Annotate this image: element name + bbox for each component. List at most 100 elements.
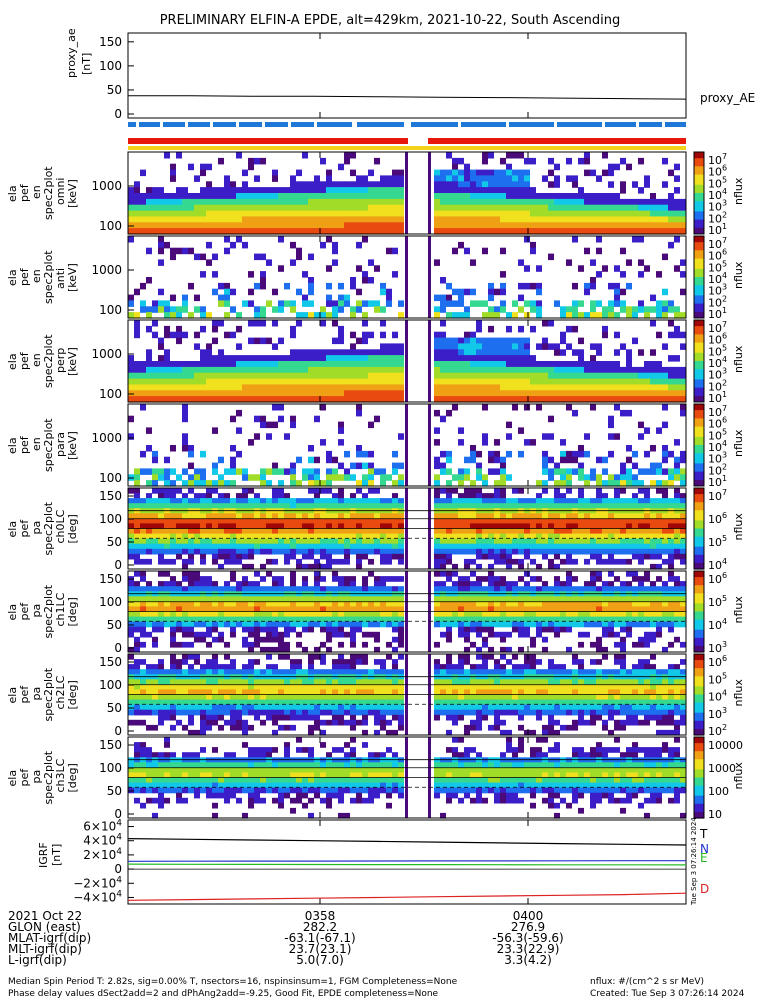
spectrogram-cell bbox=[308, 288, 314, 296]
spectrogram-cell bbox=[182, 222, 188, 229]
spectrogram-cell bbox=[356, 361, 362, 368]
spectrogram-cell bbox=[272, 228, 278, 235]
spectrogram-cell bbox=[680, 456, 686, 464]
spectrogram-cell bbox=[620, 480, 626, 487]
spectrogram-cell bbox=[200, 709, 206, 716]
spectrogram-cell bbox=[392, 626, 398, 633]
spectrogram-cell bbox=[164, 366, 170, 374]
spectrogram-cell bbox=[530, 601, 536, 608]
spectrogram-cell bbox=[548, 513, 554, 519]
spectrogram-cell bbox=[170, 498, 176, 504]
spectrogram-cell bbox=[446, 450, 452, 458]
spectrogram-cell bbox=[290, 228, 296, 235]
spectrogram-cell bbox=[320, 626, 326, 633]
spectrogram-cell bbox=[152, 586, 158, 592]
spectrogram-cell bbox=[482, 228, 488, 235]
spectrogram-cell bbox=[374, 415, 380, 423]
spectrogram-cell bbox=[146, 222, 152, 229]
spectrogram-cell bbox=[248, 361, 254, 368]
spectrogram-cell bbox=[212, 581, 218, 587]
spectrogram-cell bbox=[314, 503, 320, 509]
spectrogram-cell bbox=[284, 616, 290, 623]
spectrogram-cell bbox=[662, 513, 668, 519]
spectrogram-cell bbox=[128, 709, 134, 716]
spectrogram-cell bbox=[368, 228, 374, 235]
spectrogram-cell bbox=[338, 474, 344, 481]
spectrogram-cell bbox=[530, 591, 536, 597]
spectrogram-cell bbox=[482, 210, 488, 218]
spectrogram-cell bbox=[386, 378, 392, 386]
spectrogram-cell bbox=[614, 591, 620, 597]
spectrogram-cell bbox=[218, 533, 224, 540]
spectrogram-cell bbox=[242, 533, 248, 540]
spectrogram-cell bbox=[392, 503, 398, 509]
spectrogram-cell bbox=[386, 216, 392, 223]
spectrogram-cell bbox=[530, 306, 536, 313]
spectrogram-cell bbox=[482, 247, 488, 255]
spectrogram-cell bbox=[476, 488, 482, 494]
spectrogram-cell bbox=[434, 558, 440, 565]
spectrogram-cell bbox=[278, 581, 284, 587]
spectrogram-cell bbox=[500, 480, 506, 487]
spectrogram-cell bbox=[476, 343, 482, 350]
spectrogram-cell bbox=[398, 378, 404, 386]
spectrogram-cell bbox=[380, 586, 386, 592]
spectrogram-cell bbox=[344, 616, 350, 623]
spectrogram-cell bbox=[644, 571, 650, 577]
spectrogram-cell bbox=[362, 349, 368, 356]
spectrogram-cell bbox=[356, 523, 362, 530]
spectrogram-cell bbox=[458, 181, 464, 188]
spectrogram-cell bbox=[464, 543, 470, 550]
spectrogram-cell bbox=[500, 488, 506, 494]
spectrogram-cell bbox=[158, 508, 164, 514]
spectrogram-cell bbox=[398, 216, 404, 223]
spectrogram-cell bbox=[626, 259, 632, 266]
spectrogram-cell bbox=[170, 528, 176, 535]
spectrogram-cell bbox=[464, 581, 470, 587]
spectrogram-cell bbox=[158, 684, 164, 691]
spectrogram-cell bbox=[602, 586, 608, 592]
spectrogram-cell bbox=[668, 586, 674, 592]
spectrogram-cell bbox=[248, 601, 254, 608]
spectrogram-cell bbox=[308, 498, 314, 504]
spectrogram-cell bbox=[206, 193, 212, 200]
spectrogram-cell bbox=[338, 518, 344, 525]
spectrogram-cell bbox=[266, 198, 272, 206]
spectrogram-cell bbox=[488, 621, 494, 628]
spectrogram-cell bbox=[380, 372, 386, 380]
spectrogram-cell bbox=[278, 528, 284, 535]
spectrogram-cell bbox=[572, 361, 578, 368]
spectrogram-cell bbox=[338, 355, 344, 362]
spectrogram-cell bbox=[638, 641, 644, 648]
spectrogram-cell bbox=[500, 581, 506, 587]
spectrogram-cell bbox=[254, 306, 260, 313]
spectrogram-cell bbox=[188, 204, 194, 212]
data-gap-edge bbox=[428, 404, 431, 486]
spectrogram-cell bbox=[512, 581, 518, 587]
spectrogram-cell bbox=[656, 543, 662, 550]
spectrogram-cell bbox=[680, 366, 686, 374]
spectrogram-cell bbox=[182, 571, 188, 577]
spectrogram-cell bbox=[158, 528, 164, 535]
spectrogram-cell bbox=[320, 439, 326, 446]
spectrogram-cell bbox=[128, 198, 134, 206]
spectrogram-cell bbox=[278, 378, 284, 386]
spectrogram-cell bbox=[578, 621, 584, 628]
spectrogram-cell bbox=[206, 543, 212, 550]
spectrogram-cell bbox=[278, 488, 284, 494]
panel-ylabel: en bbox=[30, 353, 43, 367]
spectrogram-cell bbox=[248, 659, 254, 665]
spectrogram-cell bbox=[392, 493, 398, 499]
spectrogram-cell bbox=[488, 611, 494, 618]
spectrogram-cell bbox=[590, 169, 596, 177]
spectrogram-cell bbox=[488, 288, 494, 296]
spectrogram-cell bbox=[314, 175, 320, 182]
spectrogram-cell bbox=[194, 616, 200, 623]
spectrogram-cell bbox=[680, 606, 686, 613]
spectrogram-cell bbox=[512, 548, 518, 555]
spectrogram-cell bbox=[380, 508, 386, 514]
spectrogram-cell bbox=[308, 204, 314, 212]
spectrogram-cell bbox=[128, 689, 134, 696]
spectrogram-cell bbox=[626, 228, 632, 235]
spectrogram-cell bbox=[332, 396, 338, 403]
